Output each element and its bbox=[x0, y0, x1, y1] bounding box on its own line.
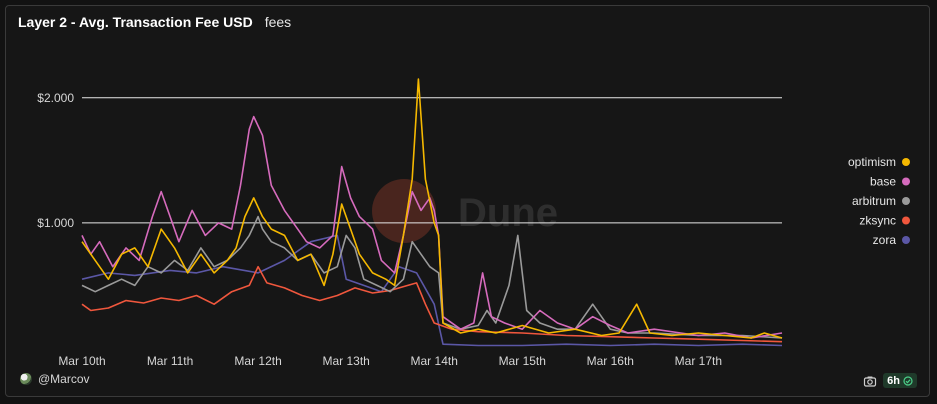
series-line-base[interactable] bbox=[81, 115, 783, 339]
x-tick-label: Mar 12th bbox=[234, 354, 281, 368]
x-tick-label: Mar 16th bbox=[587, 354, 634, 368]
avatar bbox=[20, 373, 32, 385]
chart-area: Dune $1.000 $2.000 Mar 10th Mar 11th Mar 12… bbox=[37, 78, 910, 368]
legend-swatch-arbitrum[interactable] bbox=[902, 197, 910, 205]
author-credit[interactable]: @Marcov bbox=[20, 372, 90, 386]
legend-swatch-base[interactable] bbox=[902, 177, 910, 186]
x-tick-label: Mar 11th bbox=[147, 354, 193, 368]
legend-label-arbitrum[interactable]: arbitrum bbox=[852, 194, 896, 208]
author-name[interactable]: @Marcov bbox=[38, 372, 90, 386]
series-line-arbitrum[interactable] bbox=[81, 215, 783, 339]
series-line-zora[interactable] bbox=[81, 234, 783, 347]
footer-actions: 6h bbox=[863, 373, 917, 388]
y-tick-label: $2.000 bbox=[37, 91, 74, 105]
check-circle-icon bbox=[903, 375, 913, 386]
x-tick-label: Mar 14th bbox=[411, 354, 458, 368]
x-tick-label: Mar 13th bbox=[322, 354, 369, 368]
camera-icon[interactable] bbox=[863, 374, 877, 388]
legend-label-base[interactable]: base bbox=[870, 175, 896, 189]
x-tick-label: Mar 10th bbox=[58, 354, 105, 368]
legend-label-zksync[interactable]: zksync bbox=[859, 214, 896, 228]
y-axis-ticks: $1.000 $2.000 bbox=[37, 91, 74, 230]
watermark-text: Dune bbox=[458, 191, 558, 235]
refresh-interval: 6h bbox=[887, 374, 900, 387]
chart-subtitle: fees bbox=[264, 14, 292, 30]
series-lines bbox=[81, 78, 783, 347]
legend-swatch-zksync[interactable] bbox=[902, 216, 910, 225]
x-axis-ticks: Mar 10th Mar 11th Mar 12th Mar 13th Mar 14th… bbox=[58, 354, 722, 368]
legend[interactable]: optimism base arbitrum zksync zora bbox=[848, 155, 910, 247]
legend-label-optimism[interactable]: optimism bbox=[848, 155, 896, 169]
legend-label-zora[interactable]: zora bbox=[873, 233, 897, 247]
legend-swatch-zora[interactable] bbox=[902, 236, 910, 244]
dune-watermark: Dune bbox=[372, 179, 558, 243]
legend-swatch-optimism[interactable] bbox=[902, 158, 910, 166]
chart-card: Layer 2 - Avg. Transaction Fee USD fees … bbox=[5, 5, 930, 397]
refresh-badge[interactable]: 6h bbox=[883, 373, 917, 388]
chart-header: Layer 2 - Avg. Transaction Fee USD fees bbox=[18, 14, 291, 30]
series-line-optimism[interactable] bbox=[81, 78, 783, 339]
x-tick-label: Mar 17th bbox=[675, 354, 722, 368]
chart-title: Layer 2 - Avg. Transaction Fee USD bbox=[18, 14, 253, 30]
series-line-zksync[interactable] bbox=[81, 265, 783, 343]
y-tick-label: $1.000 bbox=[37, 216, 74, 230]
x-tick-label: Mar 15th bbox=[499, 354, 546, 368]
